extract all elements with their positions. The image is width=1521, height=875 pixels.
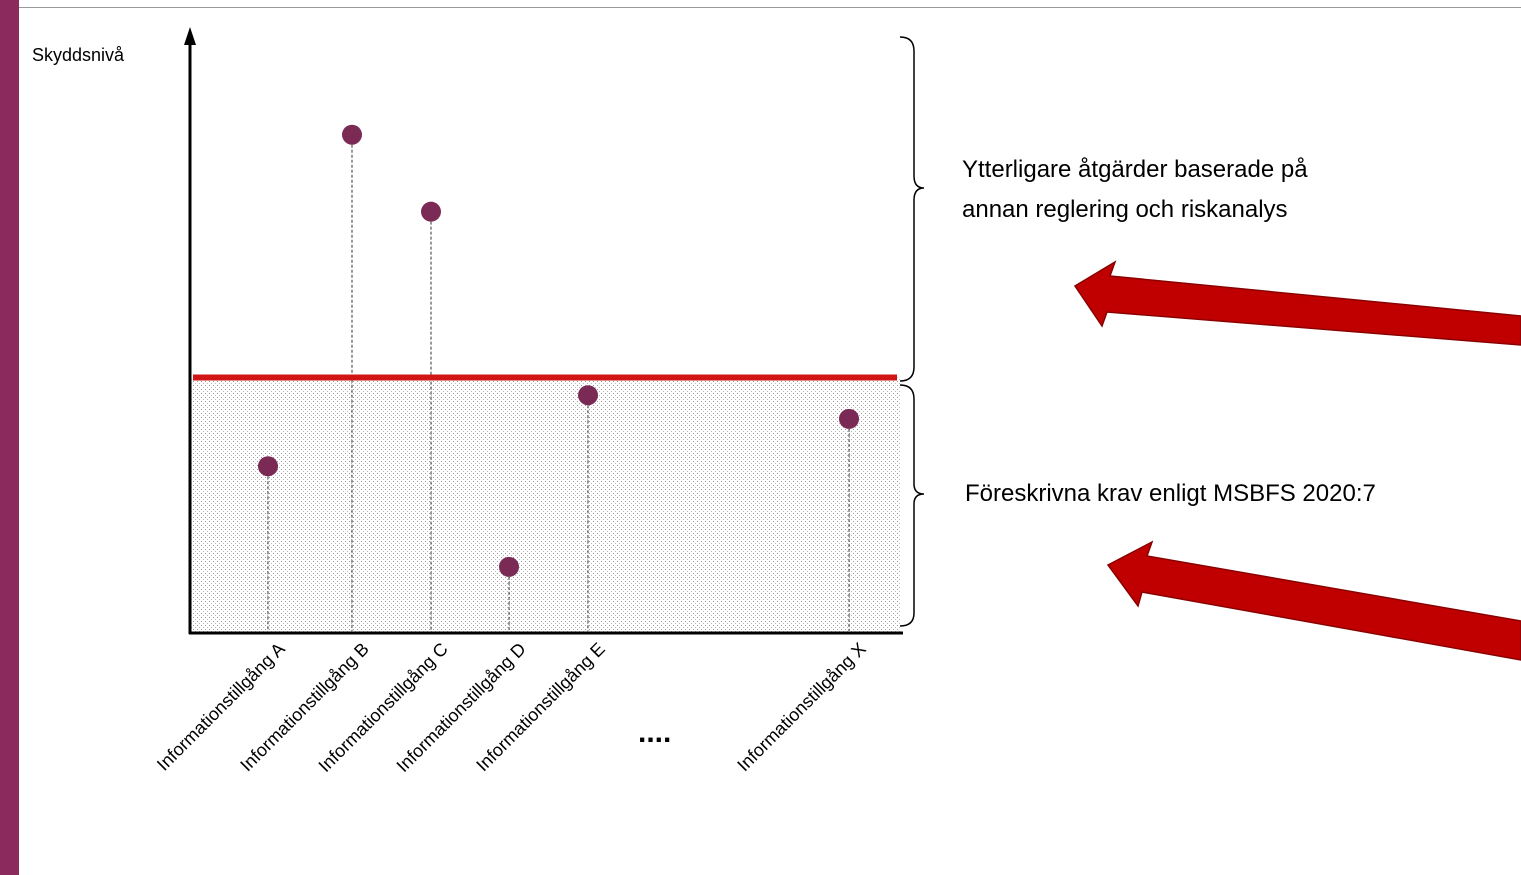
data-point-b bbox=[342, 124, 362, 145]
category-label-d: Informationstillgång D bbox=[393, 639, 530, 776]
upper-pointer-arrow-icon bbox=[1073, 260, 1521, 346]
upper-annotation-line-2: annan reglering och riskanalys bbox=[962, 196, 1288, 223]
accent-side-bar bbox=[0, 0, 19, 875]
y-axis-label: Skyddsnivå bbox=[32, 45, 125, 65]
category-labels: Informationstillgång AInformationstillgå… bbox=[153, 639, 870, 776]
category-label-x: Informationstillgång X bbox=[733, 639, 870, 776]
category-label-e: Informationstillgång E bbox=[472, 639, 609, 776]
stem-lines bbox=[267, 134, 850, 631]
upper-annotation-line-1: Ytterligare åtgärder baserade på bbox=[962, 156, 1308, 183]
data-point-c bbox=[421, 201, 441, 222]
lower-brace bbox=[899, 384, 925, 627]
data-point-x bbox=[839, 408, 859, 429]
category-label-c: Informationstillgång C bbox=[315, 639, 452, 776]
baseline-requirement-region bbox=[191, 377, 900, 632]
data-point-e bbox=[578, 385, 598, 406]
y-axis-arrow-icon bbox=[184, 27, 196, 45]
ellipsis-gap-label: .... bbox=[638, 716, 671, 749]
lower-pointer-arrow-icon bbox=[1106, 540, 1521, 661]
data-markers bbox=[258, 124, 859, 577]
upper-brace bbox=[899, 36, 925, 382]
top-divider bbox=[19, 7, 1521, 8]
lower-annotation: Föreskrivna krav enligt MSBFS 2020:7 bbox=[965, 480, 1376, 507]
data-point-a bbox=[258, 456, 278, 477]
data-point-d bbox=[499, 556, 519, 577]
